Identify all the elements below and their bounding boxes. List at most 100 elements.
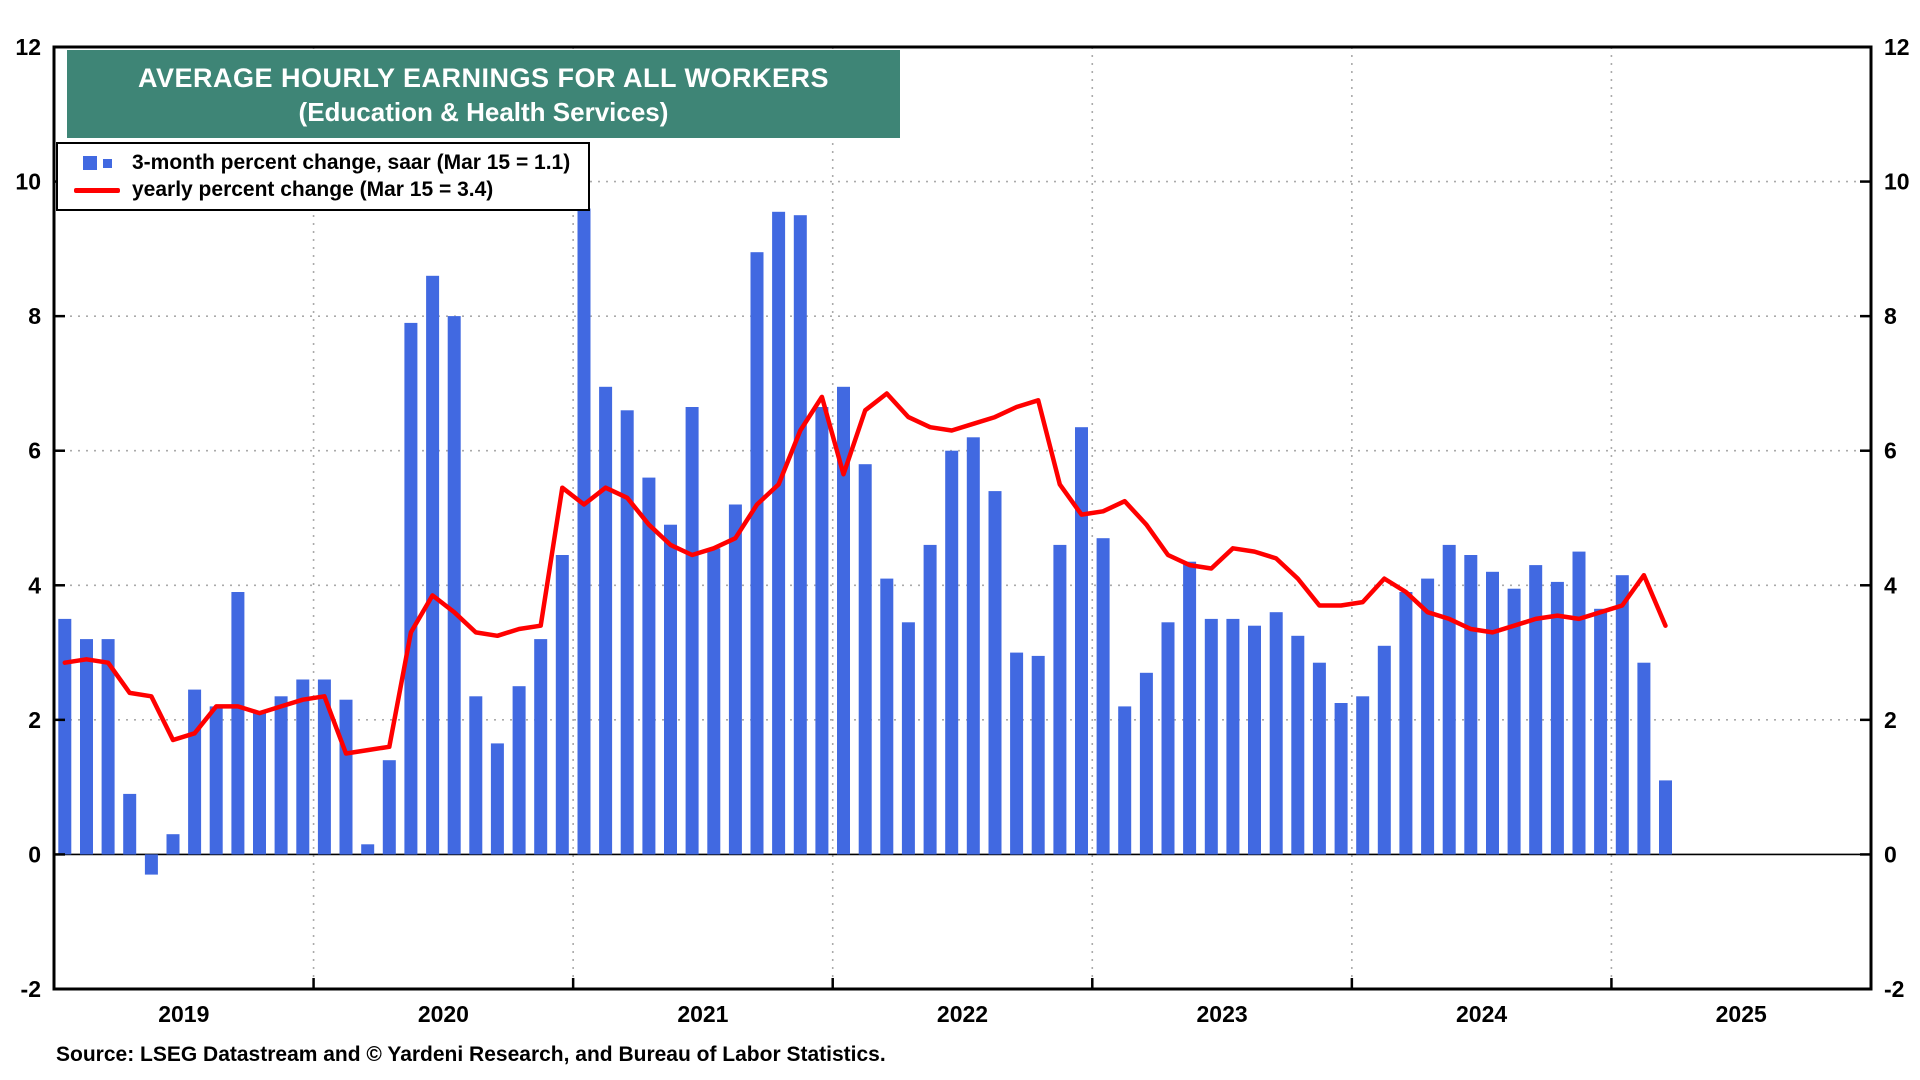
bar [837,386,850,855]
bar [1291,635,1305,855]
bar [80,639,93,855]
bar-swatch-small-icon [102,158,112,168]
bar [1486,571,1499,855]
svg-text:-2: -2 [21,976,41,1002]
bar [772,211,786,855]
bar [1399,592,1413,855]
bar [317,679,331,855]
svg-text:6: 6 [1884,438,1897,464]
svg-text:-2: -2 [1884,976,1904,1002]
bar [1248,625,1261,855]
bar [469,696,483,855]
svg-text:10: 10 [1884,169,1910,195]
bar [1594,608,1608,855]
bar [188,689,202,855]
bar [1096,538,1110,855]
bar [144,854,158,875]
bar [382,760,396,855]
svg-text:2025: 2025 [1716,1001,1767,1027]
svg-text:0: 0 [28,841,41,867]
bar [599,386,613,855]
bar [404,322,418,855]
bar [815,407,829,855]
bar [1204,618,1218,855]
bar [750,252,764,855]
bar [966,437,980,855]
bar [880,578,894,855]
bar [1118,706,1132,855]
legend-bars-label: 3-month percent change, saar (Mar 15 = 1… [132,151,571,174]
bar [858,464,872,855]
vertical-gridlines [312,47,1613,989]
chart-title-box: AVERAGE HOURLY EARNINGS FOR ALL WORKERS … [67,50,900,138]
svg-text:2019: 2019 [158,1001,209,1027]
bar [1053,544,1067,855]
bars-series [58,208,1672,875]
bar [101,639,115,855]
bar [123,793,137,855]
bar [1312,662,1326,855]
svg-text:2: 2 [28,707,41,733]
svg-text:2023: 2023 [1197,1001,1248,1027]
legend-line-entry: yearly percent change (Mar 15 = 3.4) [68,178,570,202]
bar [1031,655,1045,855]
bar [426,275,440,855]
bar [1659,780,1672,855]
source-note: Source: LSEG Datastream and © Yardeni Re… [56,1043,886,1066]
bar [1226,618,1240,855]
bar [1550,581,1564,855]
bar [253,713,266,855]
line-series-marker-icon [68,187,126,193]
bar [1356,696,1370,855]
bar [490,743,504,855]
bar-swatch-large-icon [82,156,97,170]
svg-text:2021: 2021 [677,1001,728,1027]
bar [534,639,548,855]
bar [512,686,526,855]
svg-text:12: 12 [15,34,41,60]
bar [231,592,245,855]
svg-text:0: 0 [1884,841,1897,867]
chart-subtitle: (Education & Health Services) [298,97,669,127]
bar [577,208,591,855]
bar [664,524,677,855]
svg-text:2024: 2024 [1456,1001,1507,1027]
bar [296,679,310,855]
bar [209,706,223,855]
bar [642,477,656,855]
y-axis-left-labels: -2 0 2 4 6 8 10 12 [15,34,41,1002]
x-axis-ticks [52,978,1873,989]
bar [1161,622,1175,855]
bar [901,622,915,855]
bar [1075,427,1088,855]
bar [728,504,742,855]
bar [1442,544,1456,855]
bar [1183,561,1197,855]
x-axis-year-labels: 2019 2020 2021 2022 2023 2024 2025 [158,1001,1767,1027]
svg-text:4: 4 [1884,572,1897,598]
bar [923,544,937,855]
bar [274,696,288,855]
svg-text:2020: 2020 [418,1001,469,1027]
svg-text:6: 6 [28,438,41,464]
bar [793,215,807,855]
bar [1377,645,1391,855]
bar [1464,555,1478,855]
bar [58,618,72,855]
bar [945,450,959,855]
svg-text:8: 8 [1884,303,1897,329]
svg-text:8: 8 [28,303,41,329]
bar [555,555,569,855]
svg-text:10: 10 [15,169,41,195]
bar [339,699,353,855]
bar [447,316,461,855]
bar [1139,672,1153,855]
chart-title: AVERAGE HOURLY EARNINGS FOR ALL WORKERS [137,63,830,93]
bar [988,491,1002,855]
bar [1615,575,1629,855]
bar [166,834,180,855]
bar [1529,565,1543,855]
bar [361,844,375,855]
